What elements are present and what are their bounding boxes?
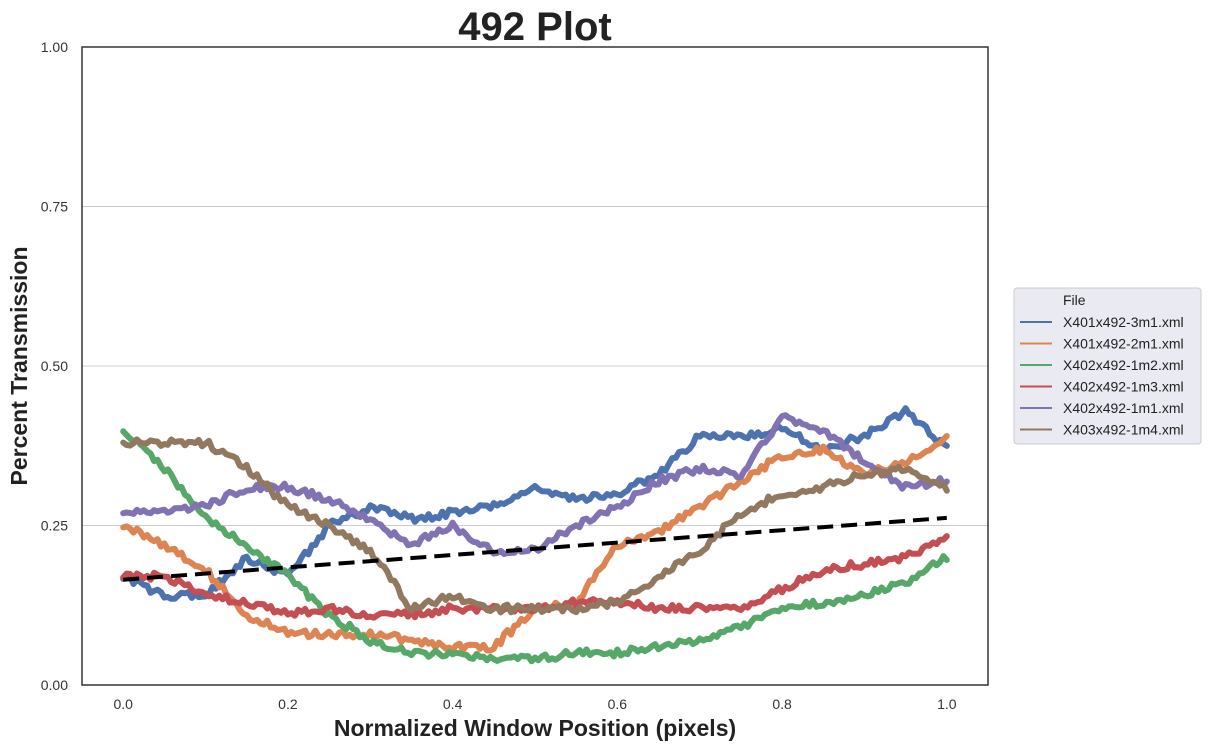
x-tick-label: 1.0 [937,696,957,712]
legend-items: X401x492-3m1.xml X401x492-2m1.xml X402x492… [1020,314,1184,438]
legend-label-6: X403x492-1m4.xml [1063,422,1184,438]
series-line-6 [120,436,950,616]
x-axis-ticks: 0.0 0.2 0.4 0.6 0.8 1.0 [113,696,956,712]
x-tick-label: 0.8 [772,696,792,712]
series-layer [120,405,950,665]
legend-label-1: X401x492-3m1.xml [1063,314,1184,330]
legend-label-5: X402x492-1m1.xml [1063,400,1184,416]
y-tick-label: 1.00 [41,39,68,55]
trendline [123,515,947,582]
legend-label-3: X402x492-1m2.xml [1063,357,1184,373]
x-tick-label: 0.2 [278,696,298,712]
grid-lines [82,206,988,526]
y-axis-label: Percent Transmission [6,246,32,485]
x-tick-label: 0.6 [608,696,628,712]
legend-title: File [1063,292,1086,308]
y-tick-label: 0.00 [41,677,68,693]
legend-label-4: X402x492-1m3.xml [1063,379,1184,395]
x-tick-label: 0.4 [443,696,463,712]
legend-label-2: X401x492-2m1.xml [1063,336,1184,352]
series-line-3 [120,428,950,665]
plot-frame [81,46,989,686]
x-axis-label: Normalized Window Position (pixels) [334,715,736,741]
y-axis-ticks: 0.00 0.25 0.50 0.75 1.00 [41,39,68,693]
chart-title: 492 Plot [458,5,611,49]
legend: File X401x492-3m1.xmlX401x492-2m1.xmlX40… [1013,287,1202,445]
y-tick-label: 0.75 [41,199,68,215]
y-tick-label: 0.25 [41,518,68,534]
x-tick-label: 0.0 [113,696,133,712]
legend-box [1013,287,1202,445]
y-tick-label: 0.50 [41,358,68,374]
